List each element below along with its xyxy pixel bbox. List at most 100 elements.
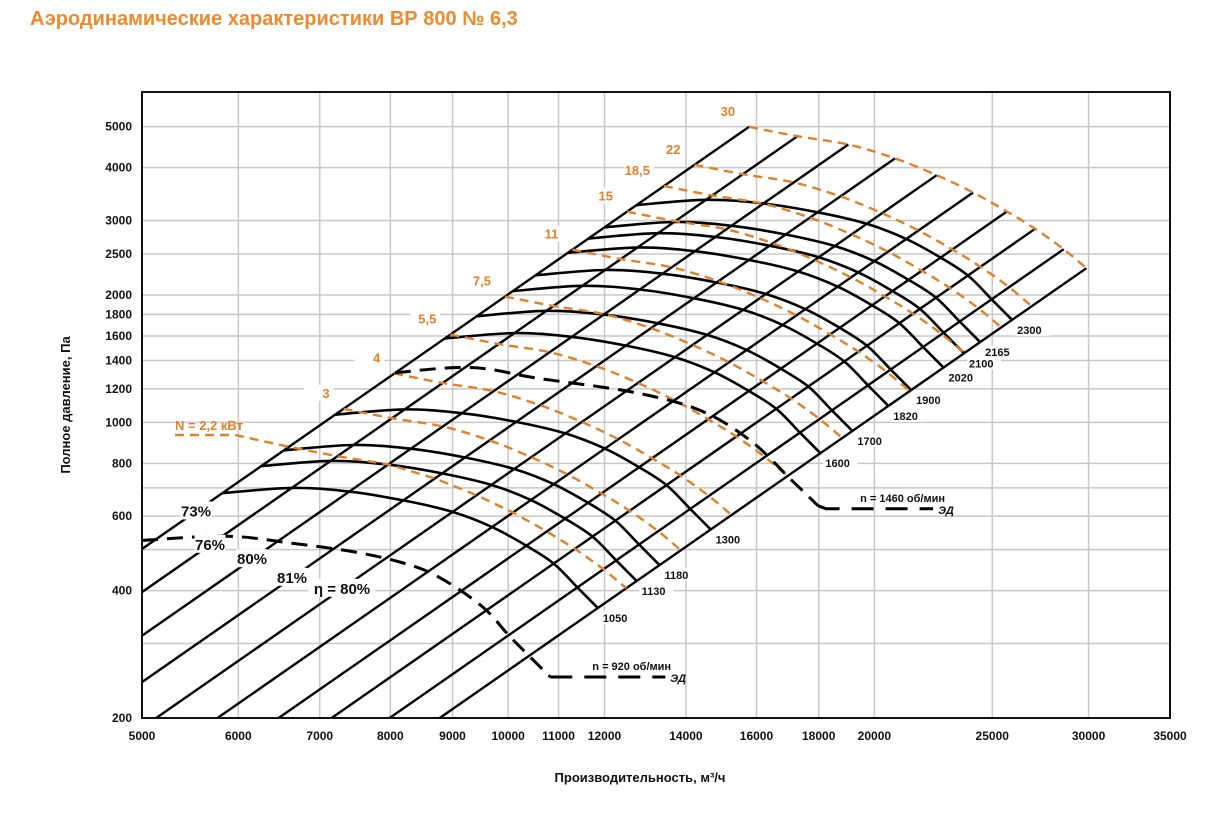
y-tick-label: 2000 bbox=[105, 288, 132, 302]
power-curve bbox=[694, 163, 1033, 308]
speed-curve bbox=[222, 486, 599, 609]
x-tick-label: 8000 bbox=[377, 729, 404, 743]
speed-label: 2300 bbox=[1017, 325, 1041, 337]
speed-label: 1820 bbox=[893, 411, 917, 423]
efficiency-label-bg bbox=[180, 501, 212, 520]
speed-label-bg bbox=[600, 610, 635, 624]
efficiency-ray bbox=[388, 248, 1065, 718]
power-curve bbox=[175, 433, 628, 590]
power-label: 4 bbox=[373, 351, 381, 366]
power-label: 11 bbox=[545, 227, 559, 242]
plot-area bbox=[142, 125, 1088, 718]
motor-speed-label: n = 1460 об/мин bbox=[860, 493, 945, 505]
y-tick-label: 200 bbox=[112, 711, 132, 725]
speed-label: 1180 bbox=[665, 570, 689, 582]
x-tick-label: 18000 bbox=[802, 729, 836, 743]
efficiency-label: 80% bbox=[237, 551, 267, 568]
speed-label-bg bbox=[983, 345, 1018, 359]
speed-label: 1600 bbox=[825, 458, 849, 470]
efficiency-label-bg bbox=[308, 578, 376, 597]
speed-label-bg bbox=[967, 356, 1002, 370]
power-label-bg bbox=[464, 272, 495, 289]
y-axis-title: Полное давление, Па bbox=[58, 336, 73, 474]
x-tick-label: 14000 bbox=[669, 729, 703, 743]
speed-label-bg bbox=[662, 568, 697, 582]
x-tick-label: 6000 bbox=[225, 729, 252, 743]
motor-curve bbox=[394, 365, 820, 507]
y-tick-label: 1800 bbox=[105, 307, 132, 321]
efficiency-label: 81% bbox=[277, 570, 307, 587]
efficiency-label-bg bbox=[276, 567, 308, 586]
grid bbox=[141, 92, 1171, 719]
motor-speed-label: n = 920 об/мин bbox=[592, 661, 671, 673]
power-curve bbox=[626, 210, 966, 355]
speed-label: 1130 bbox=[642, 586, 666, 598]
y-tick-label: 1600 bbox=[105, 329, 132, 343]
y-tick-label: 800 bbox=[112, 456, 132, 470]
efficiency-ray bbox=[142, 135, 799, 594]
x-tick-label: 16000 bbox=[740, 729, 774, 743]
y-tick-label: 4000 bbox=[105, 161, 132, 175]
efficiency-ray bbox=[155, 174, 938, 718]
y-tick-label: 2500 bbox=[105, 247, 132, 261]
power-label: 30 bbox=[721, 104, 735, 119]
x-tick-label: 20000 bbox=[858, 729, 892, 743]
speed-curve bbox=[588, 231, 965, 355]
x-tick-label: 35000 bbox=[1153, 729, 1187, 743]
power-label: 7,5 bbox=[473, 274, 491, 289]
x-tick-label: 5000 bbox=[129, 729, 156, 743]
power-curve bbox=[504, 295, 843, 439]
speed-label: 1050 bbox=[603, 613, 627, 625]
speed-label: 2020 bbox=[949, 373, 973, 385]
x-axis-title: Производительность, м³/ч bbox=[555, 770, 726, 785]
efficiency-ray bbox=[439, 267, 1088, 718]
plot-frame bbox=[141, 91, 1171, 719]
x-tick-label: 9000 bbox=[439, 729, 466, 743]
power-curve bbox=[572, 248, 911, 393]
efficiency-label-bg bbox=[194, 534, 226, 553]
speed-curve bbox=[283, 443, 661, 567]
efficiency-ray bbox=[330, 227, 1036, 718]
power-curve bbox=[343, 407, 682, 552]
speed-label-bg bbox=[639, 584, 674, 598]
speed-curve bbox=[334, 408, 712, 531]
power-label-bg bbox=[532, 225, 563, 242]
speed-label: 2165 bbox=[985, 347, 1009, 359]
efficiency-label: 73% bbox=[181, 503, 211, 520]
speed-label-bg bbox=[855, 433, 890, 447]
motor-tag-label: ЭД bbox=[670, 673, 686, 685]
power-label-bg bbox=[354, 349, 385, 366]
power-label-bg bbox=[623, 161, 654, 178]
speed-label-bg bbox=[914, 393, 949, 407]
speed-label-bg bbox=[713, 532, 748, 546]
power-curve bbox=[748, 125, 1088, 270]
power-curve bbox=[394, 372, 733, 516]
curve-labels: 1050113011801300160017001820190020202100… bbox=[175, 102, 1050, 685]
axis-ticks: 5000 6000 7000 8000 9000 10000 11000 12000 14000… bbox=[105, 120, 1187, 743]
y-tick-label: 400 bbox=[112, 584, 132, 598]
y-tick-label: 3000 bbox=[105, 214, 132, 228]
efficiency-label-bg bbox=[236, 549, 268, 568]
speed-curve bbox=[476, 309, 854, 432]
x-tick-label: 10000 bbox=[491, 729, 525, 743]
speed-label: 1900 bbox=[916, 395, 940, 407]
speed-curve bbox=[444, 331, 822, 455]
power-label: 22 bbox=[666, 142, 680, 157]
x-tick-label: 30000 bbox=[1072, 729, 1106, 743]
x-tick-label: 12000 bbox=[588, 729, 622, 743]
motor-curve-leader bbox=[817, 504, 934, 511]
power-curve bbox=[663, 184, 1002, 329]
motor-curve bbox=[142, 534, 552, 679]
speed-label: 1300 bbox=[716, 535, 740, 547]
power-label: 18,5 bbox=[625, 163, 650, 178]
speed-label: 1700 bbox=[857, 436, 881, 448]
efficiency-ray bbox=[142, 157, 896, 684]
power-label: 15 bbox=[599, 189, 613, 204]
y-tick-label: 1200 bbox=[105, 382, 132, 396]
speed-label-bg bbox=[1015, 322, 1050, 336]
y-tick-label: 5000 bbox=[105, 120, 132, 134]
power-label: 3 bbox=[322, 386, 329, 401]
power-label-bg bbox=[709, 102, 740, 119]
y-tick-label: 600 bbox=[112, 509, 132, 523]
